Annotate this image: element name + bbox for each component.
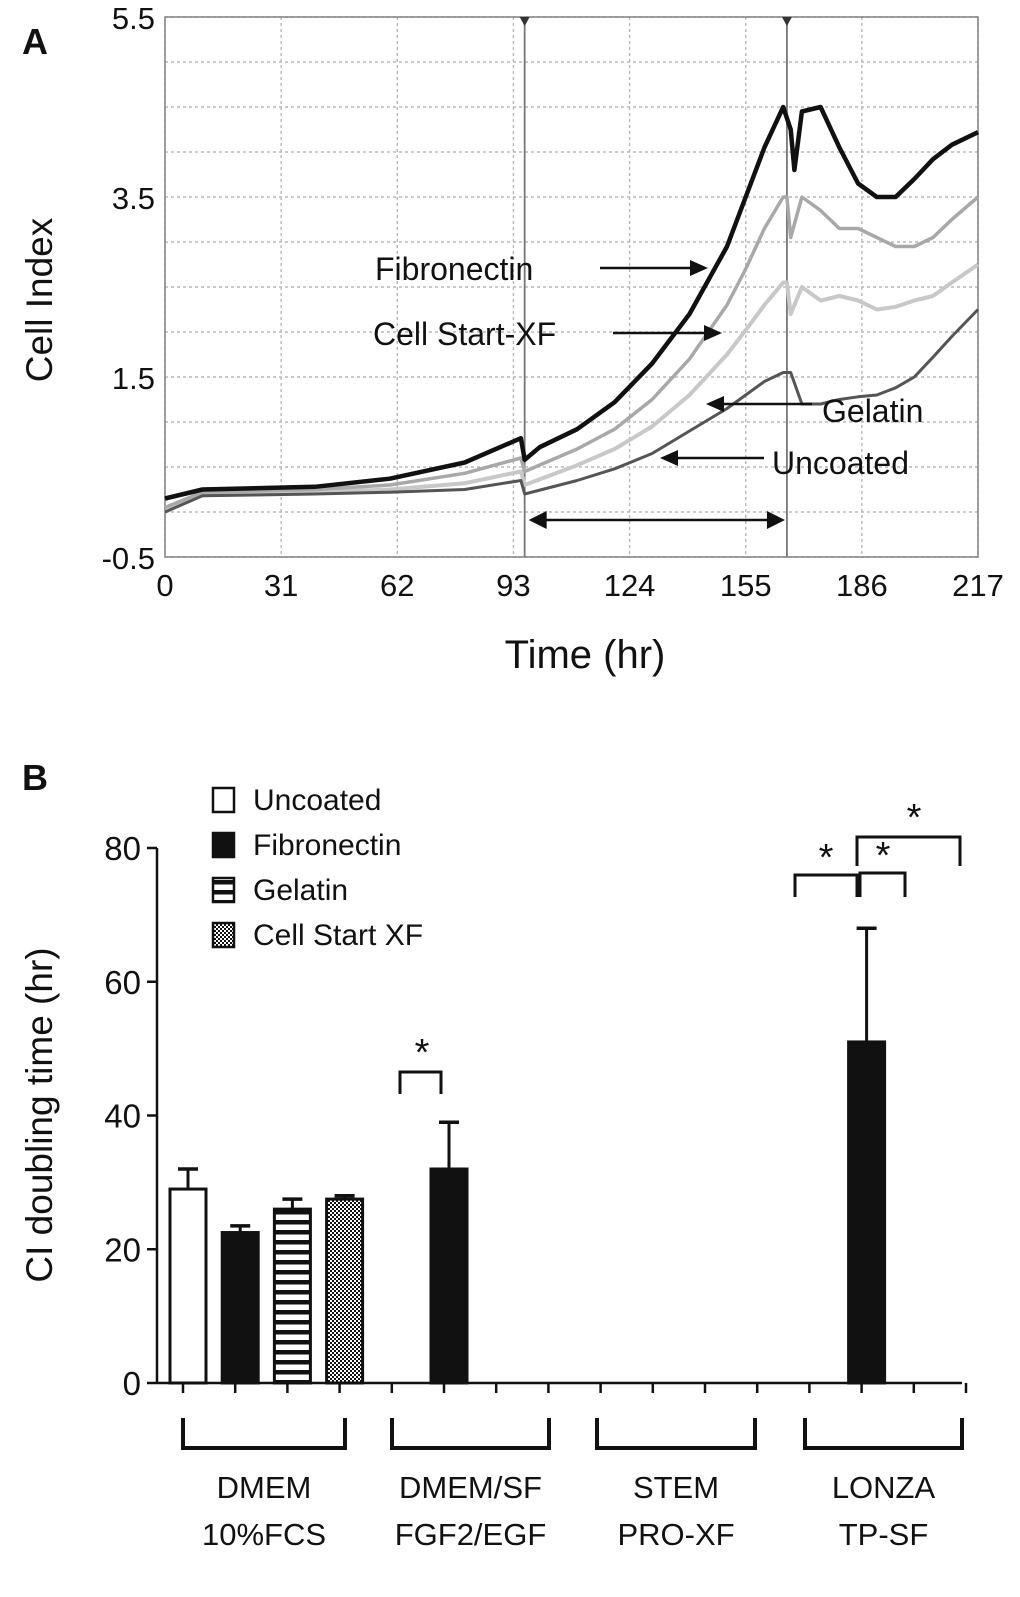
panel-a-x-tick-label: 62 [380, 568, 414, 603]
bar-dmem-cell-start-xf [325, 1197, 365, 1385]
panel-a-x-axis-label: Time (hr) [505, 633, 666, 677]
legend-label-cell-start-xf: Cell Start XF [253, 919, 423, 952]
group-label-line1: DMEM [217, 1470, 312, 1505]
panel-a-plot-frame [164, 16, 979, 558]
group-bracket-dmem [181, 1418, 347, 1450]
annotation-fibronectin: Fibronectin [375, 251, 533, 287]
annotation-uncoated: Uncoated [772, 445, 909, 481]
panel-b-significance: * * * * [398, 797, 962, 1094]
panel-a-interval-arrowhead-left [528, 511, 547, 529]
panel-a-y-tick-label: 3.5 [112, 181, 155, 216]
sig-star-lonza-1: * [819, 837, 834, 879]
panel-a-grid [164, 16, 979, 558]
panel-a-x-tick-label: 186 [836, 568, 888, 603]
group-bracket-stem [595, 1418, 757, 1450]
panel-a-x-tick-label: 155 [720, 568, 772, 603]
panel-b-bars [168, 926, 887, 1385]
panel-a-time-markers [519, 17, 792, 557]
panel-b-y-tick-label: 20 [104, 1231, 141, 1268]
legend-swatch-cell-start-xf [211, 921, 236, 949]
panel-a-x-tick-label: 0 [156, 568, 173, 603]
legend-swatch-fibronectin [211, 831, 236, 859]
sig-bracket-dmem-sf [398, 1070, 443, 1094]
panel-a-x-tick-label: 217 [952, 568, 1004, 603]
group-label-line1: STEM [633, 1470, 719, 1505]
panel-a-y-axis-label: Cell Index [19, 217, 60, 382]
panel-a-y-tick-label: -0.5 [102, 541, 155, 576]
panel-a-time-marker-flag [519, 17, 530, 26]
series-line-cell-start-xf [164, 195, 980, 510]
panel-b-y-axis-label: CI doubling time (hr) [19, 947, 60, 1282]
panel-a-series-lines [164, 104, 980, 514]
panel-b-y-tick-label: 0 [123, 1365, 141, 1402]
annotation-uncoated-arrowhead [660, 450, 678, 466]
group-label-line2: TP-SF [839, 1517, 929, 1552]
panel-b-y-tick-label: 60 [104, 964, 141, 1001]
legend-label-uncoated: Uncoated [253, 784, 381, 817]
sig-bracket-lonza-2 [858, 871, 907, 897]
group-label-line2: PRO-XF [617, 1517, 734, 1552]
group-label-line2: FGF2/EGF [395, 1517, 547, 1552]
annotation-gelatin: Gelatin [822, 393, 923, 429]
bar-dmem-sf-fibronectin [429, 1167, 469, 1385]
legend-swatch-uncoated [211, 786, 236, 814]
sig-star-lonza-2: * [876, 835, 891, 877]
annotation-cell-start-xf-arrowhead [704, 325, 722, 341]
annotation-fibronectin-arrowhead [690, 260, 708, 276]
panel-b-group-brackets: DMEM 10%FCS DMEM/SF FGF2/EGF STEM PRO-XF LONZA… [181, 1418, 964, 1552]
panel-a-line-chart: -0.5 1.5 3.5 5.5 0 31 62 93 124 155 186 217 Fibron… [19, 1, 1004, 677]
sig-bracket-lonza-1 [793, 873, 859, 897]
sig-star-lonza-3: * [907, 797, 922, 839]
sig-star-dmem-sf: * [415, 1032, 430, 1074]
panel-b-y-tick-labels: 0 20 40 60 80 [104, 830, 141, 1402]
panel-a-y-tick-label: 5.5 [112, 1, 155, 36]
legend-label-gelatin: Gelatin [253, 874, 348, 907]
series-line-uncoated [164, 308, 980, 514]
group-bracket-dmem-sf [390, 1418, 551, 1450]
panel-b-y-tick-label: 80 [104, 830, 141, 867]
panel-a-x-tick-label: 31 [264, 568, 298, 603]
panel-a-interval-arrowhead-right [766, 511, 785, 529]
group-label-line1: LONZA [832, 1470, 936, 1505]
panel-b-y-tick-label: 40 [104, 1098, 141, 1135]
bar-dmem-fibronectin [220, 1231, 260, 1385]
panel-a-x-tick-labels: 0 31 62 93 124 155 186 217 [156, 568, 1003, 603]
sig-bracket-lonza-3 [855, 835, 962, 866]
panel-b-legend: Uncoated Fibronectin Gelatin Cell Start XF [211, 784, 423, 952]
panel-label-a: A [22, 21, 48, 62]
series-line-gelatin [164, 262, 980, 514]
bar-dmem-uncoated [168, 1187, 208, 1385]
panel-a-x-tick-label: 124 [604, 568, 656, 603]
bar-lonza-fibronectin [847, 1040, 887, 1385]
series-line-fibronectin [164, 104, 979, 501]
annotation-cell-start-xf: Cell Start-XF [373, 316, 556, 352]
legend-swatch-gelatin [211, 876, 236, 904]
panel-a-y-tick-labels: -0.5 1.5 3.5 5.5 [102, 1, 155, 576]
panel-a-y-tick-label: 1.5 [112, 361, 155, 396]
group-label-line2: 10%FCS [202, 1517, 326, 1552]
bar-dmem-gelatin [272, 1207, 312, 1385]
panel-a-x-tick-label: 93 [496, 568, 530, 603]
panel-b-bar-chart: CI doubling time (hr) 0 20 40 60 80 Uncoated… [19, 784, 968, 1552]
annotation-gelatin-arrowhead [706, 396, 724, 412]
legend-label-fibronectin: Fibronectin [253, 829, 401, 862]
panel-a-interval-arrow [528, 511, 785, 529]
panel-a-time-marker-flag [781, 17, 792, 26]
panel-label-b: B [22, 757, 48, 798]
group-label-line1: DMEM/SF [399, 1470, 542, 1505]
group-bracket-lonza [803, 1418, 964, 1450]
